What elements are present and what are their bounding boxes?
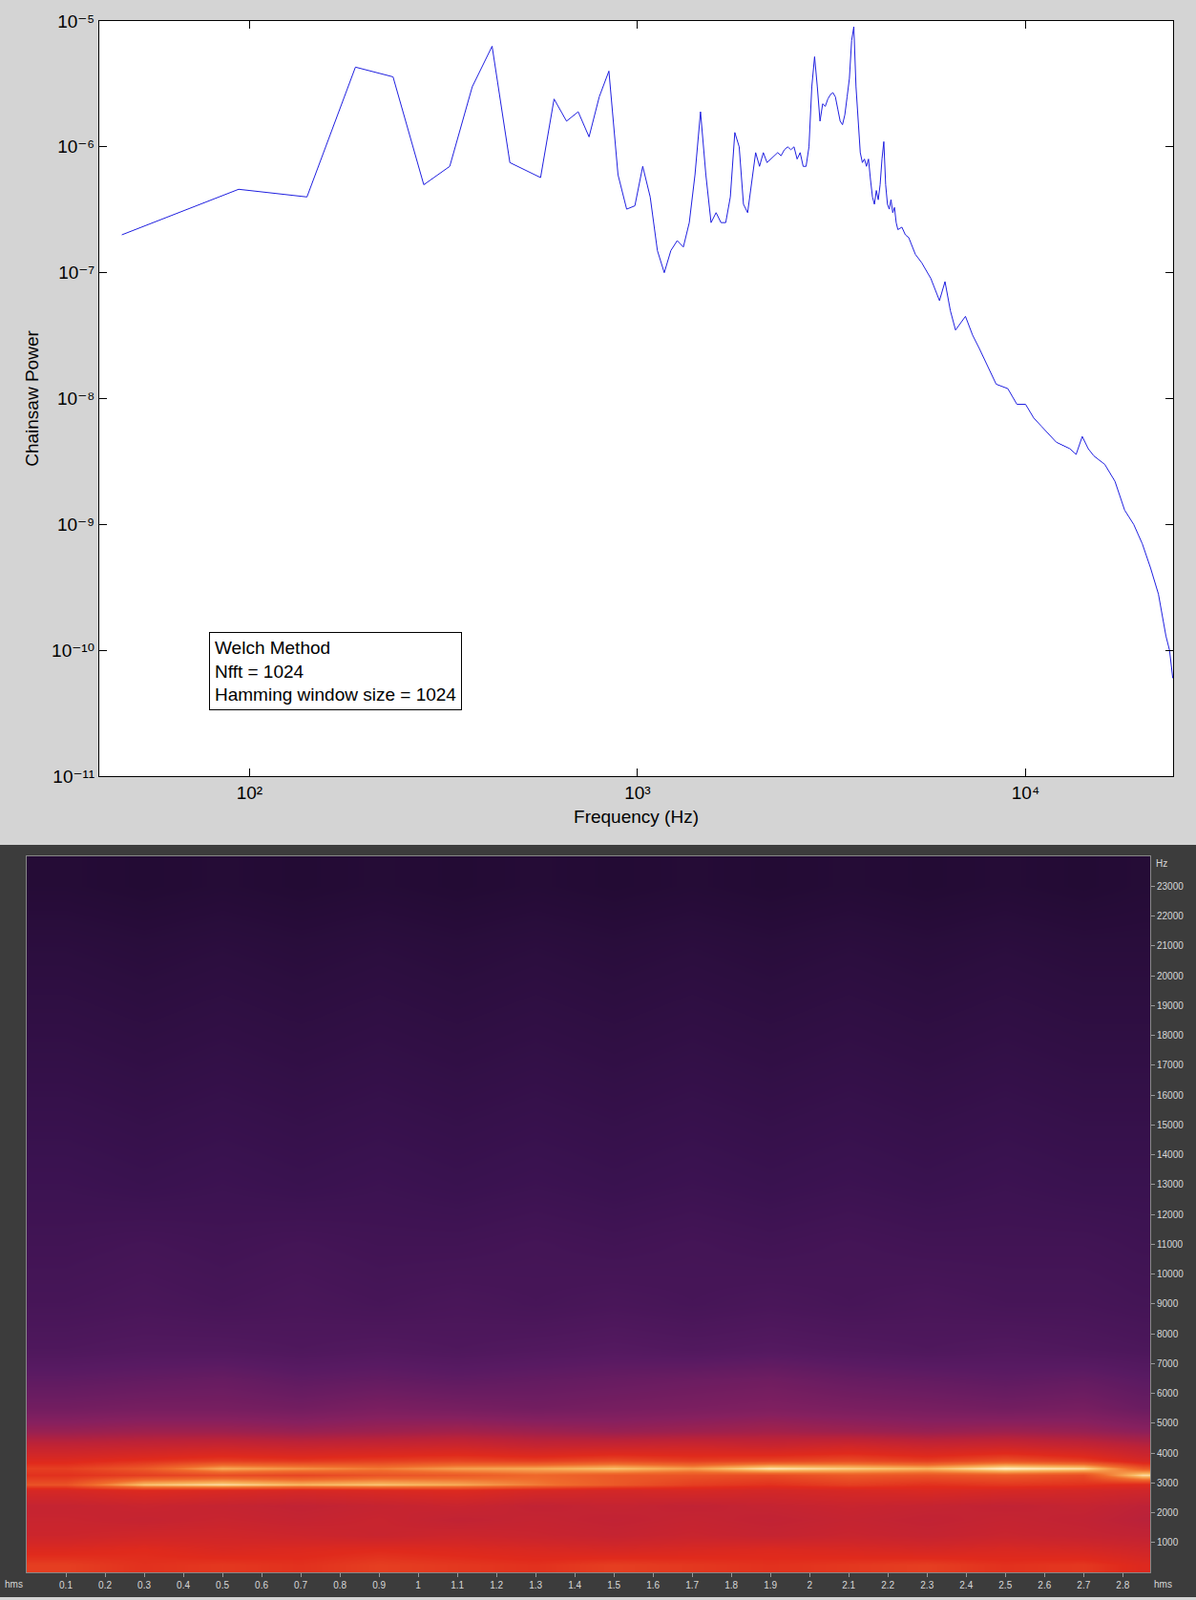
svg-text:10⁻⁸: 10⁻⁸ [57,388,95,409]
svg-text:hms: hms [4,1578,23,1590]
svg-text:8000: 8000 [1156,1328,1179,1340]
svg-text:2.7: 2.7 [1076,1579,1091,1591]
svg-text:1.1: 1.1 [450,1579,464,1591]
svg-text:12000: 12000 [1156,1209,1184,1220]
svg-text:23000: 23000 [1156,881,1184,892]
svg-text:0.3: 0.3 [137,1579,151,1591]
svg-text:1.9: 1.9 [763,1579,777,1591]
svg-text:2.3: 2.3 [920,1579,934,1591]
svg-text:2000: 2000 [1156,1507,1179,1518]
svg-text:2.1: 2.1 [841,1579,856,1591]
svg-text:7000: 7000 [1156,1358,1179,1369]
svg-text:16000: 16000 [1156,1090,1184,1101]
svg-text:1.8: 1.8 [724,1579,738,1591]
svg-text:10²: 10² [236,782,263,803]
svg-text:10⁻¹⁰: 10⁻¹⁰ [51,640,95,661]
svg-text:6000: 6000 [1156,1387,1179,1399]
svg-text:17000: 17000 [1156,1059,1184,1071]
svg-text:0.2: 0.2 [98,1579,112,1591]
svg-text:0.5: 0.5 [215,1579,230,1591]
svg-text:3000: 3000 [1156,1477,1179,1489]
svg-text:18000: 18000 [1156,1029,1184,1041]
svg-text:2.6: 2.6 [1037,1579,1051,1591]
svg-text:0.8: 0.8 [333,1579,347,1591]
svg-text:22000: 22000 [1156,910,1184,922]
svg-text:hms: hms [1154,1578,1173,1590]
svg-text:10⁻⁶: 10⁻⁶ [57,136,95,157]
svg-text:10⁻⁷: 10⁻⁷ [58,262,95,283]
svg-text:Hz: Hz [1155,858,1168,869]
svg-text:1.4: 1.4 [567,1579,582,1591]
svg-text:2.8: 2.8 [1115,1579,1130,1591]
svg-text:0.6: 0.6 [254,1579,269,1591]
svg-text:13000: 13000 [1156,1178,1184,1190]
svg-text:10⁻⁹: 10⁻⁹ [57,514,95,535]
svg-text:10³: 10³ [624,782,651,803]
svg-text:0.7: 0.7 [293,1579,308,1591]
svg-text:21000: 21000 [1156,940,1184,951]
svg-text:1.3: 1.3 [528,1579,543,1591]
svg-text:1.5: 1.5 [607,1579,621,1591]
svg-text:10⁴: 10⁴ [1011,782,1040,803]
svg-text:2.5: 2.5 [998,1579,1012,1591]
svg-text:10000: 10000 [1156,1268,1184,1280]
svg-text:14000: 14000 [1156,1149,1184,1160]
svg-text:2: 2 [806,1579,813,1591]
svg-text:Chainsaw Power: Chainsaw Power [21,330,42,467]
svg-text:1: 1 [415,1579,421,1591]
svg-text:10⁻⁵: 10⁻⁵ [57,11,95,32]
svg-text:1.6: 1.6 [646,1579,660,1591]
svg-text:1.7: 1.7 [685,1579,699,1591]
svg-text:20000: 20000 [1156,970,1184,982]
svg-text:0.4: 0.4 [176,1579,190,1591]
svg-text:15000: 15000 [1156,1119,1184,1131]
svg-text:Welch MethodNfft = 1024Hamming: Welch MethodNfft = 1024Hamming window si… [214,637,457,705]
svg-text:9000: 9000 [1156,1298,1179,1309]
svg-text:1.2: 1.2 [489,1579,504,1591]
svg-text:11000: 11000 [1156,1238,1184,1250]
svg-text:Frequency (Hz): Frequency (Hz) [573,806,699,827]
svg-text:5000: 5000 [1156,1417,1179,1428]
svg-text:10⁻¹¹: 10⁻¹¹ [52,766,95,787]
svg-text:2.2: 2.2 [881,1579,895,1591]
svg-text:19000: 19000 [1156,1000,1184,1011]
svg-text:1000: 1000 [1156,1536,1179,1548]
svg-text:0.1: 0.1 [59,1579,73,1591]
svg-text:0.9: 0.9 [372,1579,386,1591]
svg-text:2.4: 2.4 [959,1579,973,1591]
svg-text:4000: 4000 [1156,1447,1179,1459]
